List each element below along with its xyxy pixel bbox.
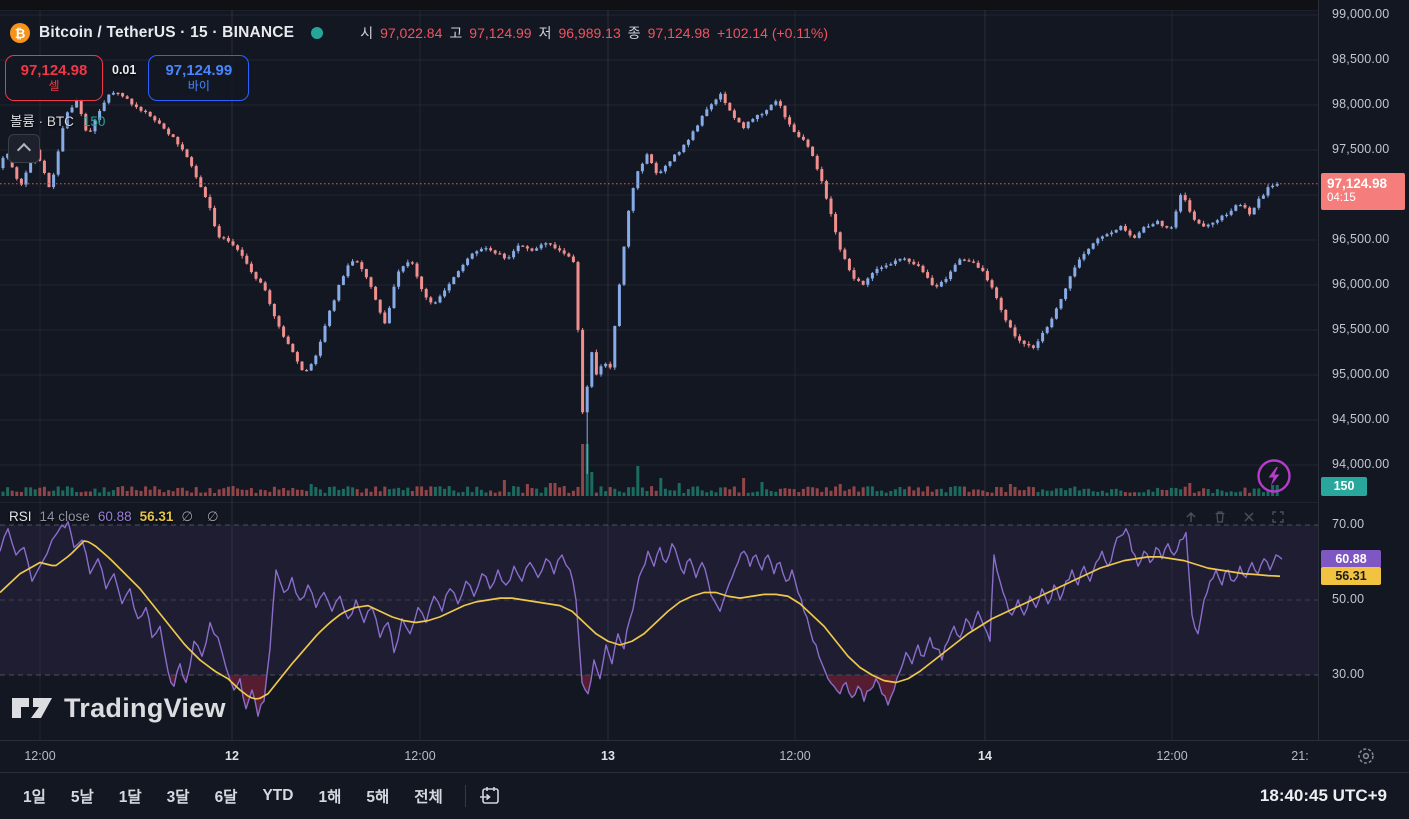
price-tick-label: 95,500.00 <box>1332 322 1390 336</box>
range-button-1해[interactable]: 1해 <box>318 789 342 806</box>
spread-value: 0.01 <box>112 63 137 77</box>
bitcoin-icon: ₿ <box>10 23 30 43</box>
range-buttons: 1일 5날 1달 3달 6달 YTD 1해 5해 전체 <box>14 780 459 812</box>
sell-price: 97,124.98 <box>20 62 88 79</box>
time-tick-label: 12 <box>225 749 239 763</box>
time-axis[interactable]: 12:00 12 12:00 13 12:00 14 12:00 21: <box>0 740 1409 772</box>
price-tick-label: 97,500.00 <box>1332 142 1390 156</box>
price-tick-label: 94,500.00 <box>1332 412 1390 426</box>
rsi-legend[interactable]: RSI 14 close 60.88 56.31 ∅ ∅ <box>9 509 224 525</box>
top-strip <box>0 0 1409 11</box>
buy-price: 97,124.99 <box>165 62 233 79</box>
range-button-5해[interactable]: 5해 <box>366 789 390 806</box>
high-label: 고 <box>449 25 463 41</box>
rsi-pane-controls <box>1183 509 1286 525</box>
chevron-up-icon <box>16 142 32 158</box>
close-label: 종 <box>627 25 641 41</box>
time-tick-label: 14 <box>978 749 992 763</box>
volume-badge: 150 <box>1321 477 1367 496</box>
rsi-tick-label: 50.00 <box>1332 592 1365 606</box>
price-tick-label: 98,000.00 <box>1332 97 1390 111</box>
close-pane-icon[interactable] <box>1241 509 1257 525</box>
volume-legend-value: 150 <box>82 114 106 129</box>
change-value: +102.14 (+0.11%) <box>716 25 828 41</box>
rsi-name: RSI <box>9 509 32 524</box>
price-tick-label: 94,000.00 <box>1332 457 1390 471</box>
range-button-YTD[interactable]: YTD <box>262 787 294 804</box>
range-button-전체[interactable]: 전체 <box>414 789 443 806</box>
low-label: 저 <box>538 25 552 41</box>
symbol-title[interactable]: Bitcoin / TetherUS · 15 · BINANCE <box>39 24 295 41</box>
go-to-date-button[interactable] <box>478 784 502 808</box>
time-tick-label: 12:00 <box>404 749 436 763</box>
instant-order-lightning-icon[interactable] <box>1254 456 1294 496</box>
rsi-value-badge: 60.88 <box>1321 550 1381 569</box>
time-tick-label: 12:00 <box>779 749 811 763</box>
move-pane-up-icon[interactable] <box>1183 509 1199 525</box>
clock-utc[interactable]: 18:40:45 UTC+9 <box>1259 786 1387 805</box>
trade-widget: 97,124.98 셀 0.01 97,124.99 바이 <box>5 55 250 101</box>
tradingview-logo-text: TradingView <box>64 692 226 723</box>
delete-pane-icon[interactable] <box>1212 509 1228 525</box>
bottom-toolbar: 1일 5날 1달 3달 6달 YTD 1해 5해 전체 18:40:45 UTC+9 <box>0 772 1409 819</box>
last-price-badge: 97,124.98 04:15 <box>1321 173 1405 210</box>
maximize-pane-icon[interactable] <box>1270 509 1286 525</box>
candlestick-chart[interactable] <box>0 0 1318 502</box>
symbol-header: ₿ Bitcoin / TetherUS · 15 · BINANCE 시 97… <box>10 23 828 43</box>
rsi-ma-value: 56.31 <box>139 509 174 524</box>
toolbar-divider <box>464 785 466 807</box>
sell-label: 셀 <box>48 79 60 93</box>
calendar-goto-icon <box>479 787 499 804</box>
timezone-settings-gear-icon[interactable] <box>1356 746 1376 766</box>
buy-label: 바이 <box>187 79 210 93</box>
price-tick-label: 99,000.00 <box>1332 7 1390 21</box>
range-button-1달[interactable]: 1달 <box>118 789 142 806</box>
rsi-indicator-chart[interactable] <box>0 502 1318 740</box>
time-tick-label: 12:00 <box>1156 749 1188 763</box>
price-tick-label: 96,000.00 <box>1332 277 1390 291</box>
market-status-dot <box>311 27 324 39</box>
open-label: 시 <box>360 25 374 41</box>
sell-button[interactable]: 97,124.98 셀 <box>5 55 103 101</box>
rsi-value: 60.88 <box>97 509 132 524</box>
price-axis[interactable]: 99,000.00 98,500.00 98,000.00 97,500.00 96,5… <box>1318 0 1409 740</box>
range-button-6달[interactable]: 6달 <box>214 789 238 806</box>
tradingview-logo-icon <box>12 698 52 718</box>
rsi-tick-label: 30.00 <box>1332 667 1365 681</box>
price-tick-label: 98,500.00 <box>1332 52 1390 66</box>
buy-button[interactable]: 97,124.99 바이 <box>148 55 250 101</box>
low-value: 96,989.13 <box>558 25 621 41</box>
bar-countdown: 04:15 <box>1327 192 1356 204</box>
range-button-3달[interactable]: 3달 <box>166 789 190 806</box>
tradingview-logo[interactable]: TradingView <box>10 690 226 726</box>
time-tick-label: 21: <box>1291 749 1309 763</box>
rsi-ma-value-badge: 56.31 <box>1321 567 1381 586</box>
rsi-empty-values: ∅ ∅ <box>181 509 224 524</box>
volume-legend-label: 볼륨 · BTC <box>10 114 74 129</box>
close-value: 97,124.98 <box>647 25 710 41</box>
volume-legend[interactable]: 볼륨 · BTC 150 <box>10 110 105 130</box>
last-price-value: 97,124.98 <box>1327 176 1388 191</box>
range-button-5날[interactable]: 5날 <box>70 789 94 806</box>
open-value: 97,022.84 <box>380 25 443 41</box>
rsi-tick-label: 70.00 <box>1332 517 1365 531</box>
collapse-toolbar-button[interactable] <box>8 134 40 163</box>
high-value: 97,124.99 <box>469 25 532 41</box>
ohlc-readout: 시 97,022.84 고 97,124.99 저 96,989.13 종 97… <box>360 23 828 43</box>
price-tick-label: 96,500.00 <box>1332 232 1390 246</box>
range-button-1일[interactable]: 1일 <box>23 789 46 806</box>
rsi-params: 14 close <box>39 509 90 524</box>
time-tick-label: 12:00 <box>24 749 56 763</box>
time-tick-label: 13 <box>601 749 615 763</box>
price-tick-label: 95,000.00 <box>1332 367 1390 381</box>
pane-separator[interactable] <box>0 502 1318 503</box>
